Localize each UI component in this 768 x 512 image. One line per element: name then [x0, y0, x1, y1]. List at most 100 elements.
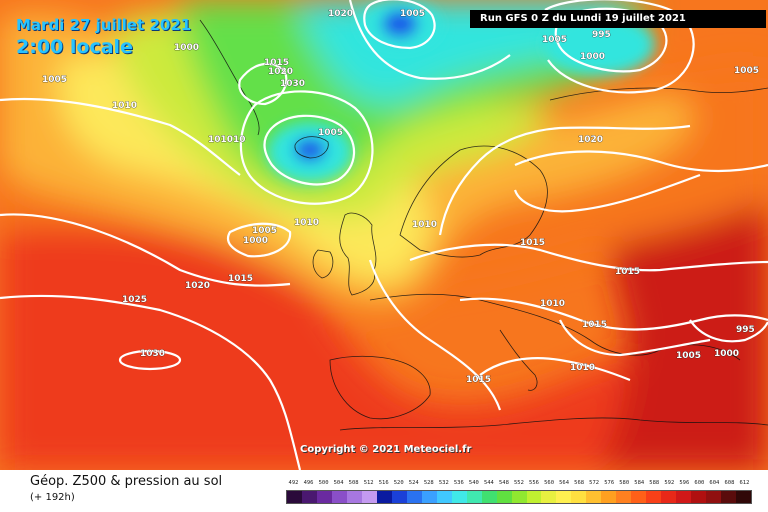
- forecast-time: 2:00 locale: [16, 36, 133, 58]
- scale-label: 612: [739, 480, 750, 486]
- scale-swatch: [736, 491, 752, 503]
- isobar-line-5: [226, 222, 292, 258]
- isobar-label: 1030: [140, 349, 165, 359]
- coastline-russia: [549, 87, 768, 101]
- coastline-north-africa: [339, 417, 768, 431]
- scale-swatch: [376, 491, 392, 503]
- scale-swatch: [691, 491, 707, 503]
- scale-swatch: [661, 491, 677, 503]
- isobar-label: 1005: [676, 351, 701, 361]
- scale-swatch: [586, 491, 602, 503]
- isobar-label: 1010: [540, 299, 565, 309]
- scale-label: 496: [303, 480, 314, 486]
- legend-subtitle: (+ 192h): [30, 492, 75, 503]
- scale-swatch: [646, 491, 662, 503]
- scale-swatch: [406, 491, 422, 503]
- isobar-label: 1005: [734, 66, 759, 76]
- isobar-label: 1000: [174, 43, 199, 53]
- scale-swatch: [331, 491, 347, 503]
- isobar-label: 995: [736, 325, 755, 335]
- scale-label: 560: [544, 480, 555, 486]
- scale-label: 580: [619, 480, 630, 486]
- scale-swatch: [361, 491, 377, 503]
- scale-swatch: [466, 491, 482, 503]
- isobar-label: 1000: [243, 236, 268, 246]
- coastline-britain: [339, 212, 377, 296]
- scale-label: 572: [589, 480, 600, 486]
- scale-swatch: [556, 491, 572, 503]
- scale-label: 548: [498, 480, 509, 486]
- coastline-ireland: [312, 249, 334, 279]
- scale-label: 512: [363, 480, 374, 486]
- isobar-line-3: [118, 349, 182, 371]
- scale-swatch: [481, 491, 497, 503]
- scale-swatch: [346, 491, 362, 503]
- isobar-label: 1010: [112, 101, 137, 111]
- model-run-label: Run GFS 0 Z du Lundi 19 juillet 2021: [470, 10, 766, 28]
- isobar-line-14: [514, 150, 768, 173]
- scale-swatch: [436, 491, 452, 503]
- scale-label: 608: [724, 480, 735, 486]
- coastline-iberia: [329, 355, 431, 420]
- scale-label: 532: [438, 480, 449, 486]
- field-cyan-northeast: [545, 15, 655, 75]
- legend-footer: Géop. Z500 & pression au sol (+ 192h) 49…: [0, 470, 768, 512]
- isobar-line-17: [368, 259, 502, 411]
- isobar-label: 1010: [570, 363, 595, 373]
- isobar-line-16: [409, 243, 768, 272]
- isobar-line-2: [0, 294, 302, 470]
- isobar-label: 1015: [228, 274, 253, 284]
- isobar-line-18: [459, 297, 768, 331]
- scale-swatch: [571, 491, 587, 503]
- scale-label: 584: [634, 480, 645, 486]
- scale-label: 604: [709, 480, 720, 486]
- isobar-line-6: [263, 114, 356, 186]
- legend-title: Géop. Z500 & pression au sol: [30, 474, 223, 489]
- scale-swatch: [541, 491, 557, 503]
- isobar-label: 1020: [578, 135, 603, 145]
- scale-label: 576: [604, 480, 615, 486]
- scale-swatch: [616, 491, 632, 503]
- scale-label: 500: [318, 480, 329, 486]
- color-scale-bar: [286, 490, 752, 504]
- scale-label: 540: [468, 480, 479, 486]
- isobar-label: 1030: [280, 79, 305, 89]
- scale-label: 516: [378, 480, 389, 486]
- scale-label: 544: [483, 480, 494, 486]
- isobar-label: 1015: [520, 238, 545, 248]
- isobar-label: 1005: [42, 75, 67, 85]
- isobar-label: 1005: [318, 128, 343, 138]
- coastline-scandinavia: [399, 145, 548, 258]
- scale-swatch: [706, 491, 722, 503]
- scale-label: 552: [514, 480, 524, 486]
- coastline-iceland: [294, 136, 329, 159]
- isobar-label: 1015: [466, 375, 491, 385]
- scale-label: 520: [393, 480, 404, 486]
- coastline-italy: [499, 329, 538, 391]
- isobar-label: 1015: [582, 320, 607, 330]
- isobar-label: 1005: [400, 9, 425, 19]
- isobar-label: 101010: [208, 135, 246, 145]
- isobar-label: 1010: [294, 218, 319, 228]
- isobar-line-12: [544, 0, 695, 94]
- scale-label: 592: [664, 480, 675, 486]
- scale-label: 508: [348, 480, 359, 486]
- scale-swatch: [287, 491, 302, 503]
- scale-swatch: [631, 491, 647, 503]
- isobar-line-21: [479, 357, 631, 382]
- isobar-label: 1000: [580, 52, 605, 62]
- isobar-label: 1000: [714, 349, 739, 359]
- scale-swatch: [721, 491, 737, 503]
- isobar-line-13: [438, 124, 691, 236]
- coastlines: [199, 19, 768, 431]
- scale-swatch: [511, 491, 527, 503]
- scale-swatch: [451, 491, 467, 503]
- coastline-greenland: [199, 19, 260, 136]
- isobar-label: 1010: [412, 220, 437, 230]
- scale-swatch: [391, 491, 407, 503]
- scale-swatch: [496, 491, 512, 503]
- isobar-line-9: [363, 0, 436, 50]
- scale-label: 556: [529, 480, 539, 486]
- isobar-line-8: [238, 62, 288, 106]
- scale-label: 564: [559, 480, 570, 486]
